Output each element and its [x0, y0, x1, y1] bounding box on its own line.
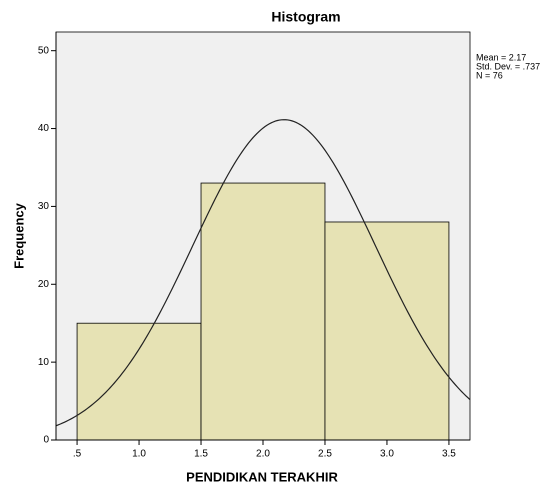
stat-label: Mean = 2.17 [476, 52, 526, 62]
x-tick-label: 3.5 [442, 449, 456, 460]
y-tick-label: 10 [38, 357, 50, 368]
y-axis-label: Frequency [11, 202, 26, 269]
x-tick-label: 1.5 [194, 449, 208, 460]
stat-label: N = 76 [476, 70, 503, 80]
x-tick-label: 3.0 [380, 449, 394, 460]
normal-curve [55, 119, 471, 427]
x-tick-label: 2.5 [318, 449, 332, 460]
x-tick-label: 1.0 [132, 449, 146, 460]
bar [324, 221, 450, 441]
y-tick-label: 30 [38, 201, 50, 212]
y-tick-label: 0 [43, 435, 49, 446]
chart-title: Histogram [271, 9, 340, 25]
x-tick-label: .5 [73, 449, 82, 460]
y-tick-label: 40 [38, 123, 50, 134]
y-tick-label: 20 [38, 279, 50, 290]
x-tick-label: 2.0 [256, 449, 270, 460]
bar [76, 322, 202, 441]
x-axis-label: PENDIDIKAN TERAKHIR [186, 469, 338, 484]
bar [200, 182, 326, 441]
stat-label: Std. Dev. = .737 [476, 61, 540, 71]
y-tick-label: 50 [38, 45, 50, 56]
